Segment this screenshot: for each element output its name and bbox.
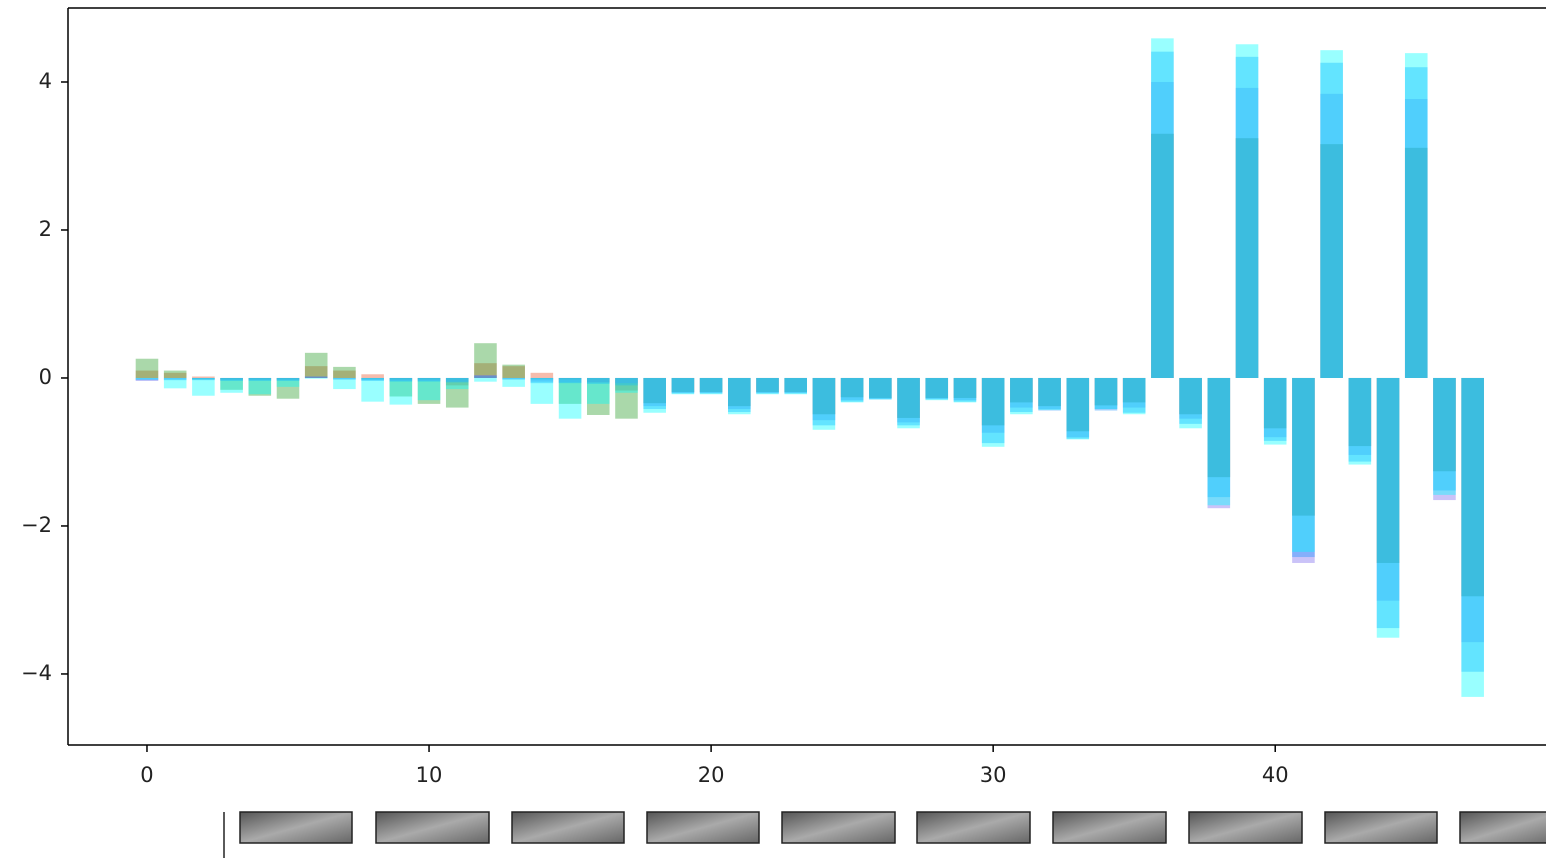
x-tick-label: 10 xyxy=(416,763,443,787)
bar xyxy=(418,378,441,400)
bar xyxy=(192,378,215,396)
y-tick-label: −4 xyxy=(21,661,52,685)
x-tick-label: 30 xyxy=(980,763,1007,787)
bar xyxy=(502,365,525,378)
thumbnails xyxy=(224,812,1546,858)
bar xyxy=(1208,378,1231,505)
bar xyxy=(1433,378,1456,495)
y-tick-label: 4 xyxy=(39,69,52,93)
bar xyxy=(1236,44,1259,378)
x-tick-label: 0 xyxy=(140,763,153,787)
bar xyxy=(982,378,1005,447)
bar xyxy=(1123,378,1146,414)
bar xyxy=(164,371,187,378)
bar xyxy=(136,359,159,378)
bar xyxy=(1095,378,1118,409)
bar xyxy=(672,378,695,394)
bar xyxy=(249,378,272,394)
bar xyxy=(643,378,666,413)
bar xyxy=(502,378,525,387)
bar xyxy=(390,378,413,405)
y-tick-label: 2 xyxy=(39,217,52,241)
bar xyxy=(784,378,807,394)
chart: −4−2024010203040 xyxy=(0,0,1546,858)
bar xyxy=(728,378,751,414)
bar xyxy=(841,378,864,402)
bar xyxy=(1038,378,1061,410)
bar xyxy=(813,378,836,430)
bar xyxy=(305,378,328,379)
bar xyxy=(559,378,582,419)
bar xyxy=(1320,50,1343,378)
bar xyxy=(1377,378,1400,638)
x-tick-label: 20 xyxy=(698,763,725,787)
bar xyxy=(361,378,384,402)
bar xyxy=(474,343,497,378)
bar xyxy=(1179,378,1202,428)
bar xyxy=(1461,378,1484,697)
bar xyxy=(446,378,469,389)
x-tick-label: 40 xyxy=(1262,763,1289,787)
bar xyxy=(136,378,159,379)
bar xyxy=(164,378,187,388)
bar xyxy=(531,373,554,378)
bar xyxy=(333,378,356,389)
bar xyxy=(1405,53,1428,378)
bar xyxy=(1264,378,1287,445)
bar xyxy=(1010,378,1033,414)
bar xyxy=(192,377,215,378)
bar xyxy=(925,378,948,400)
bar xyxy=(531,378,554,404)
bar xyxy=(615,378,638,393)
bar xyxy=(305,377,328,378)
bar xyxy=(277,378,300,387)
bar xyxy=(756,378,779,394)
y-tick-label: 0 xyxy=(39,365,52,389)
bar xyxy=(897,378,920,428)
bar xyxy=(954,378,977,402)
bar xyxy=(474,378,497,382)
bar xyxy=(220,378,243,393)
bar xyxy=(700,378,723,394)
bar xyxy=(869,378,892,399)
bar xyxy=(305,353,328,378)
y-tick-label: −2 xyxy=(21,513,52,537)
bar xyxy=(1151,38,1174,378)
bar xyxy=(1292,378,1315,552)
bar xyxy=(1066,378,1089,439)
bar xyxy=(1349,378,1372,465)
bar xyxy=(587,378,610,404)
bar xyxy=(474,376,497,378)
bar xyxy=(361,374,384,378)
bar xyxy=(333,367,356,378)
